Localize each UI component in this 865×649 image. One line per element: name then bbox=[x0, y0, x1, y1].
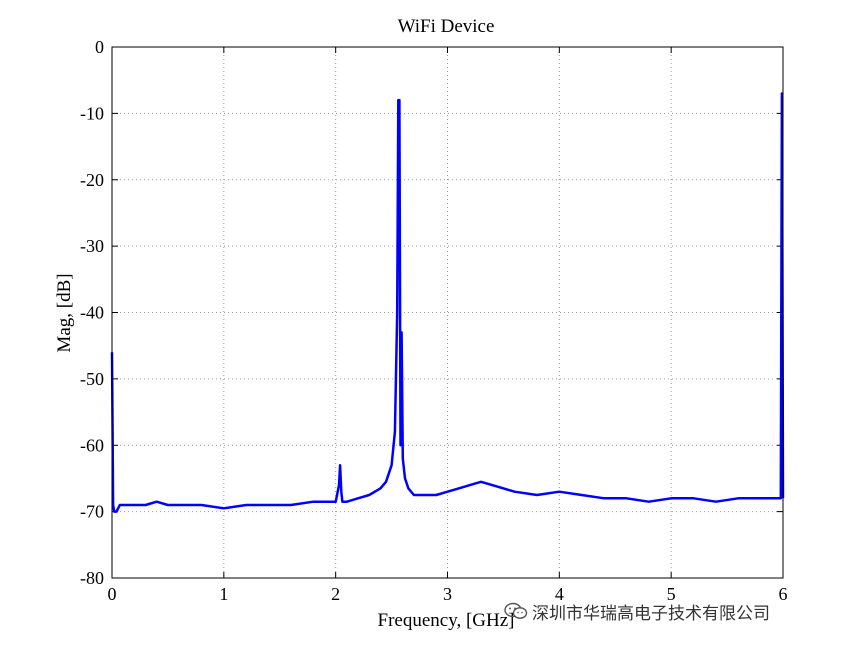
x-tick-label: 3 bbox=[443, 584, 452, 604]
y-tick-label: -60 bbox=[80, 435, 104, 455]
tick-labels: 0 1 2 3 4 5 6 0 -10 -20 -30 -40 -50 -60 -70 -80 bbox=[80, 37, 788, 604]
wechat-icon bbox=[504, 602, 528, 619]
y-tick-label: -80 bbox=[80, 568, 104, 588]
x-tick-label: 6 bbox=[779, 584, 788, 604]
plot-frame bbox=[111, 46, 784, 579]
y-tick-label: -20 bbox=[80, 170, 104, 190]
y-tick-label: -70 bbox=[80, 502, 104, 522]
y-tick-label: -40 bbox=[80, 303, 104, 323]
y-tick-label: -10 bbox=[80, 103, 104, 123]
x-tick-label: 0 bbox=[108, 584, 117, 604]
watermark: 深圳市华瑞高电子技术有限公司 bbox=[504, 600, 770, 624]
watermark-text: 深圳市华瑞高电子技术有限公司 bbox=[532, 603, 770, 624]
x-axis-label: Frequency, [GHz] bbox=[378, 610, 515, 631]
y-axis-label: Mag, [dB] bbox=[54, 273, 75, 352]
x-tick-label: 4 bbox=[555, 584, 564, 604]
chart-title: WiFi Device bbox=[398, 16, 495, 37]
x-tick-label: 2 bbox=[331, 584, 340, 604]
y-tick-label: 0 bbox=[95, 37, 104, 57]
x-tick-label: 1 bbox=[219, 584, 228, 604]
series-line bbox=[110, 92, 785, 513]
x-tick-label: 5 bbox=[667, 584, 676, 604]
y-tick-label: -30 bbox=[80, 236, 104, 256]
y-tick-label: -50 bbox=[80, 369, 104, 389]
grid bbox=[112, 47, 783, 578]
